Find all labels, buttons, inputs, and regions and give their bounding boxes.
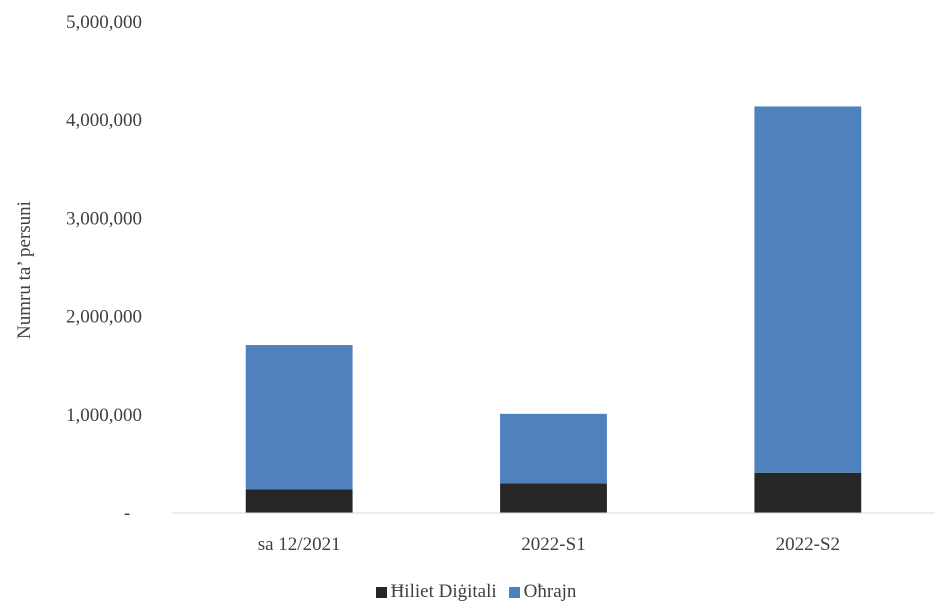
legend-swatch-others <box>508 586 520 598</box>
y-tick-label: 1,000,000 <box>66 405 142 426</box>
x-tick-label: sa 12/2021 <box>258 534 341 555</box>
bar-segment <box>500 413 607 484</box>
legend-item-others: Oħrajn <box>508 581 577 603</box>
stacked-bar-chart: Numru ta’ persuni - 1,000,000 2,000,000 3,0… <box>14 12 935 555</box>
y-tick-label: 2,000,000 <box>66 307 142 328</box>
y-tick-label: - <box>124 503 130 524</box>
y-axis-title: Numru ta’ persuni <box>14 201 35 339</box>
x-tick-label: 2022-S1 <box>521 534 585 555</box>
y-axis-ticks: - 1,000,000 2,000,000 3,000,000 4,000,000 5,0… <box>66 12 142 524</box>
legend-swatch-digital-skills <box>375 586 387 598</box>
y-tick-label: 5,000,000 <box>66 12 142 33</box>
bars <box>245 106 862 513</box>
bar-segment <box>754 106 862 473</box>
legend-label-digital-skills: Ħiliet Diġitali <box>390 581 497 602</box>
bar-segment <box>754 472 862 513</box>
legend-label-others: Oħrajn <box>523 581 577 602</box>
x-axis-ticks: sa 12/2021 2022-S1 2022-S2 <box>258 534 840 555</box>
y-tick-label: 4,000,000 <box>66 110 142 131</box>
legend: Ħiliet Diġitali Oħrajn <box>0 578 952 606</box>
y-tick-label: 3,000,000 <box>66 208 142 229</box>
bar-segment <box>245 345 353 490</box>
bar-segment <box>500 483 607 513</box>
legend-item-digital-skills: Ħiliet Diġitali <box>375 581 497 603</box>
x-tick-label: 2022-S2 <box>776 534 840 555</box>
bar-segment <box>245 489 353 513</box>
